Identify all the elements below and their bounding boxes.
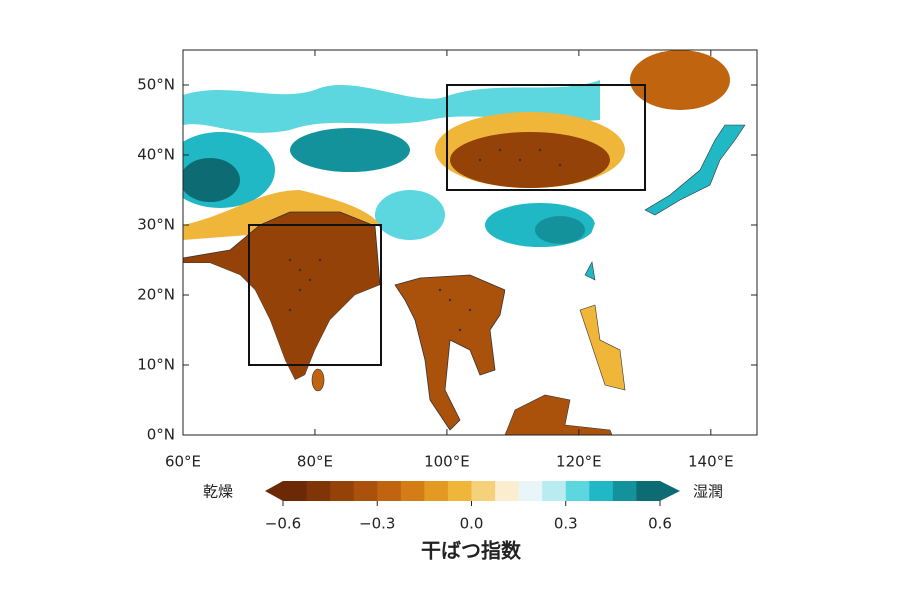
colorbar-swatch [377,481,402,501]
colorbar-tick-label: 0.6 [648,515,672,533]
sea [183,263,440,435]
dry-patch [450,132,610,188]
y-tick-label: 0°N [147,426,175,444]
x-tick-label: 80°E [297,453,333,471]
wet-patch [375,190,445,240]
map-frame [182,49,758,436]
dry-patch [630,50,730,110]
colorbar-swatch [424,481,449,501]
x-tick-label: 120°E [556,453,602,471]
y-tick-label: 40°N [137,146,175,164]
x-tick-label: 100°E [424,453,470,471]
colorbar-swatch [518,481,543,501]
colorbar-swatch [589,481,614,501]
wet-patch [535,216,585,244]
colorbar-swatch [306,481,331,501]
colorbar-swatch [495,481,520,501]
x-tick-label: 140°E [688,453,734,471]
region-box [248,224,382,366]
y-tick-label: 30°N [137,216,175,234]
colorbar-swatch [400,481,425,501]
colorbar-swatch [447,481,472,501]
indochina [394,274,506,431]
colorbar-swatch [330,481,355,501]
taiwan [584,261,596,281]
sea [500,195,757,435]
wet-patch [183,158,240,202]
significance-dots [288,148,562,332]
colorbar-title: 干ばつ指数 [421,539,522,563]
colorbar-tick-label: −0.6 [265,515,301,533]
colorbar-low-label: 乾燥 [203,483,233,501]
y-tick-label: 20°N [137,286,175,304]
colorbar-swatch [636,481,661,501]
colorbar-swatch [353,481,378,501]
colorbar-low-arrow [265,481,283,501]
y-tick-label: 50°N [137,76,175,94]
x-tick-label: 60°E [165,453,201,471]
colorbar-tick-label: −0.3 [359,515,395,533]
colorbar-swatch [542,481,567,501]
colorbar-swatch [471,481,496,501]
colorbar-high-label: 湿潤 [693,483,723,501]
colorbar-tick-label: 0.0 [460,515,484,533]
colorbar-swatch [565,481,590,501]
colorbar-high-arrow [660,481,680,501]
wet-band [183,80,600,133]
colorbar-swatch [283,481,308,501]
wet-patch [290,128,410,172]
drought-field [183,50,757,435]
y-tick-label: 10°N [137,356,175,374]
sri-lanka [311,368,325,392]
colorbar-swatch [612,481,637,501]
borneo [504,394,613,435]
philippines [579,304,626,391]
japan [644,124,746,216]
region-box [446,84,646,191]
colorbar-tick-label: 0.3 [554,515,578,533]
